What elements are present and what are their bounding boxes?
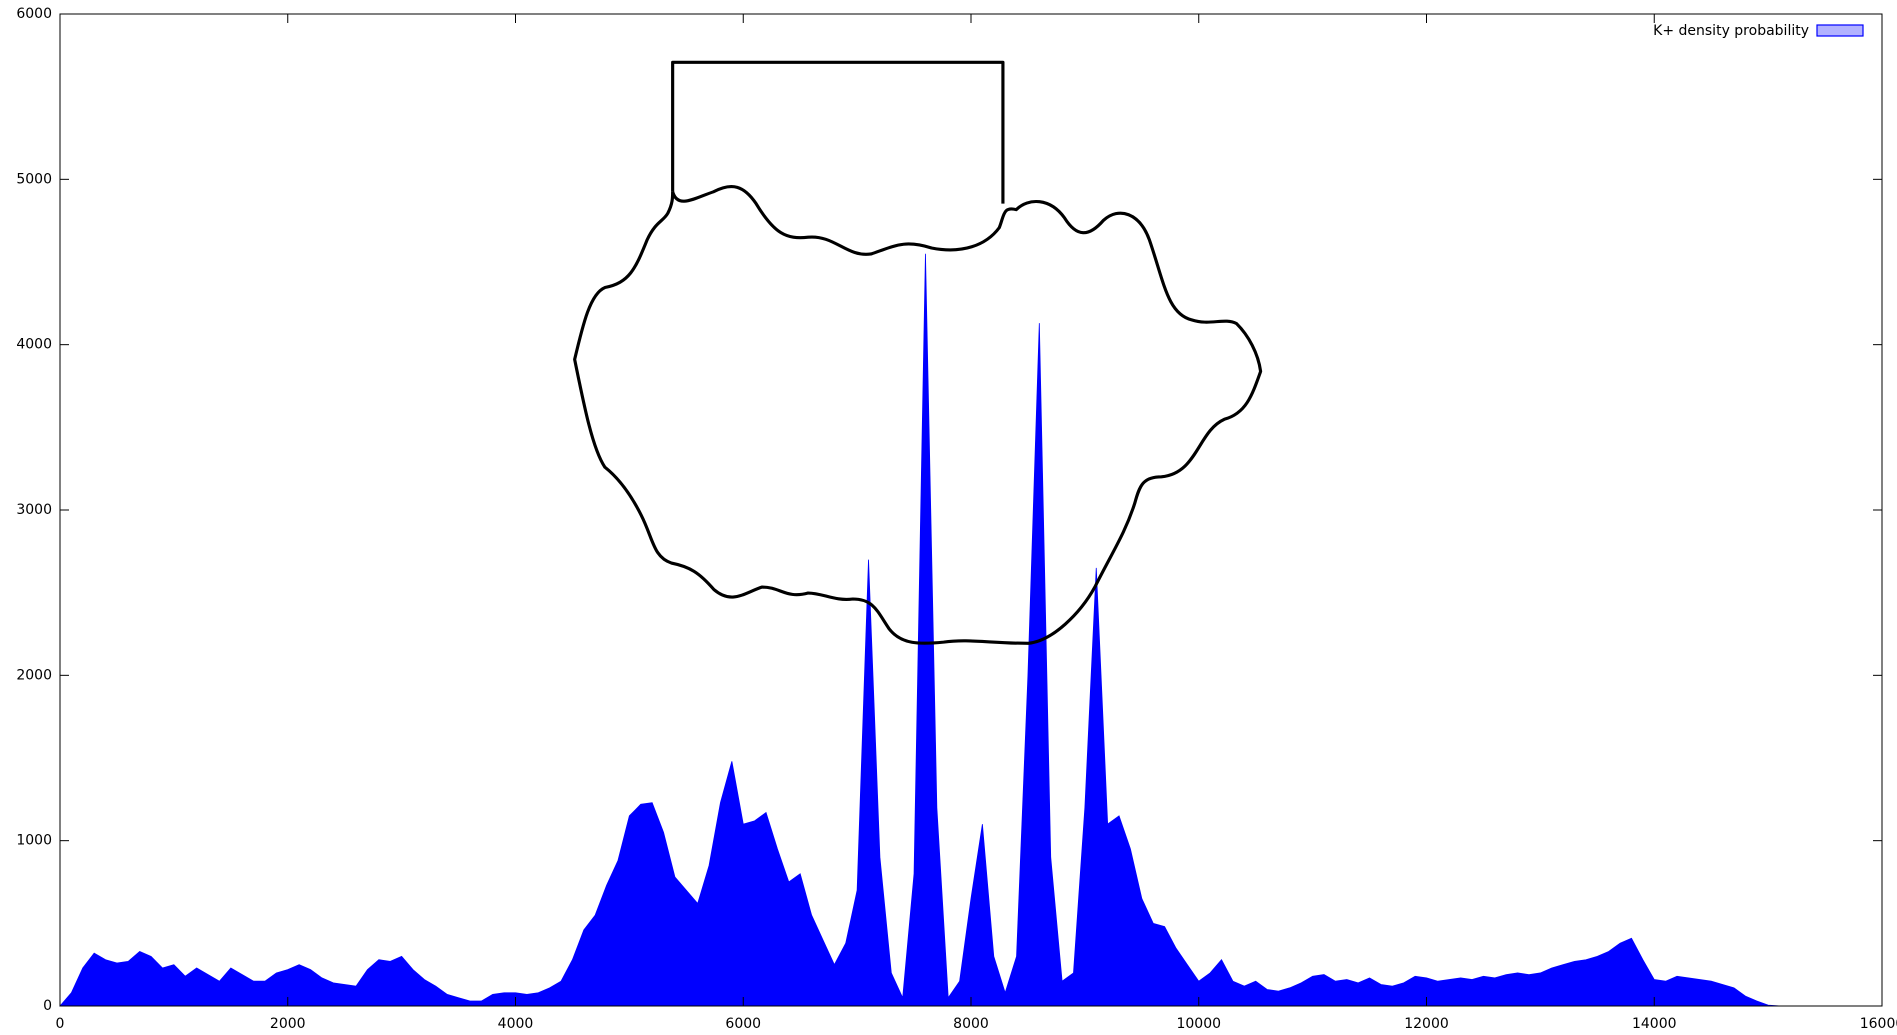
legend: K+ density probability xyxy=(1653,23,1864,39)
x-tick-label: 16000 xyxy=(1860,1016,1897,1032)
y-tick-label: 2000 xyxy=(16,667,52,683)
drawn-outline xyxy=(573,60,1263,645)
x-tick-label: 12000 xyxy=(1404,1016,1449,1032)
plot-area xyxy=(59,253,1780,1007)
density-area xyxy=(59,253,1780,1007)
y-tick-label: 0 xyxy=(43,998,52,1014)
x-tick-label: 14000 xyxy=(1632,1016,1677,1032)
y-tick-label: 6000 xyxy=(16,6,52,22)
drawn-rectangle xyxy=(671,60,1005,204)
y-tick-label: 3000 xyxy=(16,502,52,518)
x-tick-label: 2000 xyxy=(270,1016,306,1032)
y-tick-label: 1000 xyxy=(16,833,52,849)
y-tick-label: 4000 xyxy=(16,337,52,353)
x-tick-label: 10000 xyxy=(1176,1016,1221,1032)
x-tick-label: 4000 xyxy=(498,1016,534,1032)
legend-label: K+ density probability xyxy=(1653,23,1809,39)
x-tick-label: 8000 xyxy=(953,1016,989,1032)
legend-swatch xyxy=(1816,24,1864,37)
x-tick-label: 6000 xyxy=(725,1016,761,1032)
x-tick-label: 0 xyxy=(56,1016,65,1032)
y-tick-label: 5000 xyxy=(16,171,52,187)
